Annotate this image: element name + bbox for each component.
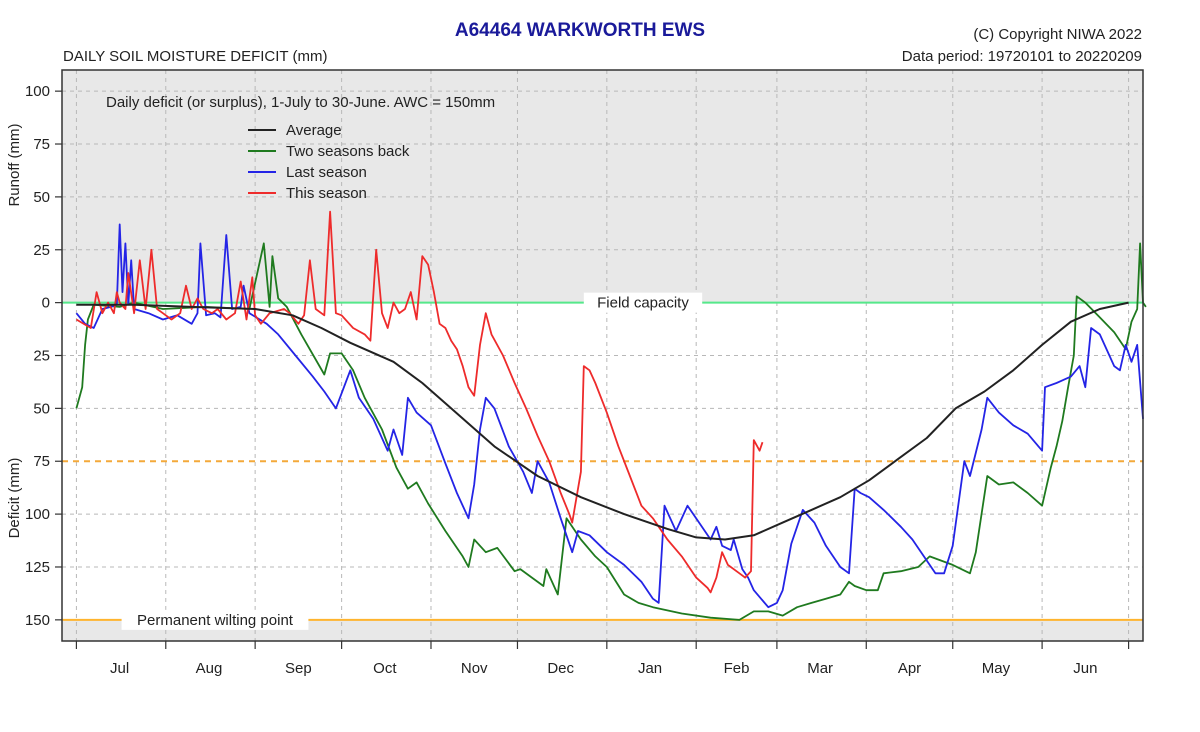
- x-tick-label: Jan: [638, 660, 662, 677]
- x-tick-label: May: [982, 660, 1011, 677]
- axes: 100 75 50 25 0 25 50 75 100 125 150 Jul Aug Sep Oct Nov…: [25, 83, 1130, 677]
- series-lines: [75, 210, 1147, 621]
- x-tick-label: Jun: [1073, 660, 1097, 677]
- legend-label: Last season: [286, 164, 367, 181]
- y-tick-label: 50: [33, 189, 50, 206]
- y-tick-label: 150: [25, 612, 50, 629]
- y-tick-label: 75: [33, 453, 50, 470]
- x-tick-label: Feb: [724, 660, 750, 677]
- reference-label-backing: [121, 609, 309, 630]
- reference-labels: Field capacity Permanent wilting point: [121, 292, 703, 630]
- reference-label: Permanent wilting point: [137, 612, 294, 629]
- legend-label: Two seasons back: [286, 143, 410, 160]
- y-tick-label: 50: [33, 400, 50, 417]
- below-wilting-shaded-area: [62, 619, 1143, 641]
- x-tick-label: Dec: [547, 660, 574, 677]
- x-tick-label: Aug: [196, 660, 223, 677]
- chart-note: Daily deficit (or surplus), 1-July to 30…: [106, 94, 495, 111]
- legend-label: This season: [286, 185, 367, 202]
- chart-title: A64464 WARKWORTH EWS: [454, 20, 706, 41]
- series-line-average: [76, 301, 1129, 541]
- y-tick-label: 100: [25, 506, 50, 523]
- y-tick-label: 25: [33, 348, 50, 365]
- data-period: Data period: 19720101 to 20220209: [901, 48, 1142, 65]
- y-axis-label-runoff: Runoff (mm): [6, 123, 23, 206]
- x-tick-label: Apr: [898, 660, 921, 677]
- reference-lines: [62, 301, 1143, 621]
- chart-subtitle: DAILY SOIL MOISTURE DEFICIT (mm): [63, 48, 328, 65]
- reference-label: Field capacity: [597, 295, 689, 312]
- x-tick-label: Jul: [110, 660, 129, 677]
- legend: Average Two seasons back Last season This s…: [248, 122, 410, 202]
- x-tick-label: Nov: [461, 660, 488, 677]
- runoff-shaded-area: [62, 70, 1143, 303]
- reference-label-backing: [583, 292, 703, 313]
- copyright-notice: (C) Copyright NIWA 2022: [973, 26, 1142, 43]
- x-tick-label: Sep: [285, 660, 312, 677]
- y-tick-label: 125: [25, 559, 50, 576]
- legend-label: Average: [286, 122, 342, 139]
- y-axis-label-deficit: Deficit (mm): [6, 458, 23, 539]
- series-line-this-season: [75, 210, 764, 594]
- x-tick-label: Oct: [373, 660, 397, 677]
- y-tick-label: 0: [42, 295, 50, 312]
- x-tick-label: Mar: [807, 660, 833, 677]
- y-tick-label: 75: [33, 136, 50, 153]
- y-tick-label: 100: [25, 83, 50, 100]
- series-line-last-season: [75, 223, 1144, 609]
- y-tick-label: 25: [33, 242, 50, 259]
